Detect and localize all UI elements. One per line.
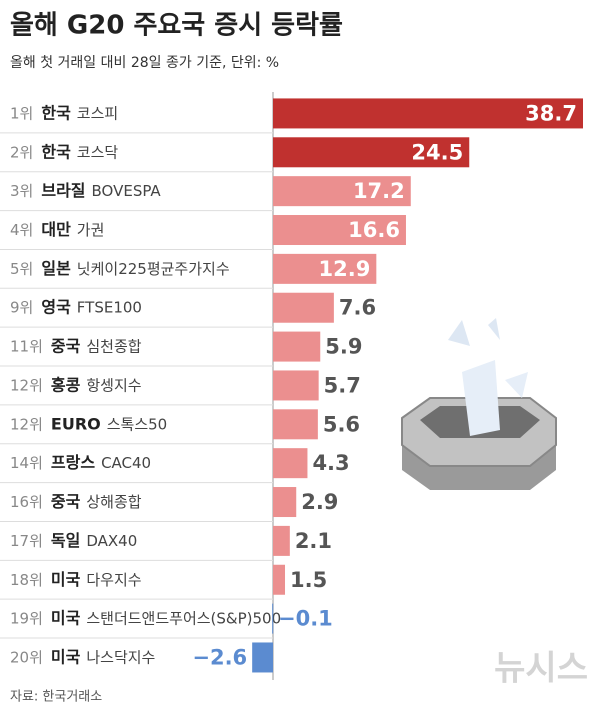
- rank: 16위: [10, 493, 43, 511]
- bar: [273, 487, 297, 518]
- rank: 12위: [10, 376, 43, 394]
- index-name: FTSE100: [77, 298, 142, 316]
- country: 대만: [41, 220, 71, 239]
- rank: 12위: [10, 415, 43, 433]
- illustration: [401, 318, 557, 490]
- chart-subtitle: 올해 첫 거래일 대비 28일 종가 기준, 단위: %: [10, 55, 279, 71]
- row-label: 11위 중국 심천종합: [10, 336, 142, 355]
- row-label: 9위 영국 FTSE100: [10, 297, 142, 316]
- country: 미국: [51, 569, 81, 588]
- index-name: BOVESPA: [92, 182, 162, 200]
- index-name: 닛케이225평균주가지수: [77, 259, 230, 277]
- rank: 11위: [10, 337, 43, 355]
- value-label: 2.1: [295, 529, 332, 553]
- index-name: 나스닥지수: [86, 648, 155, 666]
- value-label: 38.7: [525, 101, 577, 125]
- index-name: 항셍지수: [86, 376, 141, 394]
- country: 영국: [41, 297, 71, 316]
- row-label: 4위 대만 가권: [10, 220, 104, 239]
- country: EURO: [51, 414, 101, 433]
- index-name: 상해종합: [86, 493, 141, 511]
- bar: [252, 642, 273, 673]
- rank: 3위: [10, 182, 33, 200]
- row-label: 20위 미국 나스닥지수: [10, 647, 155, 666]
- index-name: 가권: [77, 221, 105, 239]
- bar: [273, 448, 308, 479]
- row-label: 12위 홍콩 항셍지수: [10, 375, 142, 394]
- bar: [273, 370, 319, 401]
- value-label: 5.9: [325, 335, 362, 359]
- country: 프랑스: [51, 453, 95, 472]
- value-label: 17.2: [353, 179, 405, 203]
- bar: [273, 331, 321, 362]
- value-label: 5.7: [324, 373, 361, 397]
- value-label: 1.5: [290, 568, 327, 592]
- index-name: 코스피: [77, 104, 118, 122]
- index-name: 코스닥: [77, 143, 119, 161]
- value-label: 7.6: [339, 296, 376, 320]
- row-label: 16위 중국 상해종합: [10, 492, 142, 511]
- value-label: −0.1: [278, 607, 333, 631]
- row-label: 12위 EURO 스톡스50: [10, 414, 167, 433]
- country: 미국: [51, 608, 81, 627]
- source: 자료: 한국거래소: [10, 690, 102, 705]
- bar: [273, 98, 583, 129]
- row-label: 19위 미국 스탠더드앤드푸어스(S&P)500: [10, 608, 281, 627]
- rank: 1위: [10, 104, 33, 122]
- bar: [273, 253, 377, 284]
- country: 일본: [41, 258, 71, 277]
- row-label: 1위 한국 코스피: [10, 103, 118, 122]
- country: 홍콩: [51, 375, 81, 394]
- value-label: 24.5: [411, 140, 463, 164]
- value-label: −2.6: [192, 645, 247, 669]
- country: 중국: [51, 492, 81, 511]
- index-name: 스탠더드앤드푸어스(S&P)500: [86, 609, 281, 627]
- rank: 17위: [10, 531, 43, 549]
- index-name: 심천종합: [86, 337, 141, 355]
- country: 독일: [51, 530, 80, 549]
- bar: [273, 137, 470, 168]
- value-label: 16.6: [348, 218, 400, 242]
- country: 미국: [51, 647, 81, 666]
- value-label: 12.9: [319, 257, 371, 281]
- rank: 18위: [10, 570, 43, 588]
- row-label: 3위 브라질 BOVESPA: [10, 181, 161, 200]
- row-label: 17위 독일 DAX40: [10, 530, 137, 549]
- rank: 19위: [10, 609, 43, 627]
- rank: 14위: [10, 454, 43, 472]
- row-label: 18위 미국 다우지수: [10, 569, 142, 588]
- bar: [273, 409, 318, 440]
- country: 중국: [51, 336, 81, 355]
- rank: 9위: [10, 298, 33, 316]
- value-label: 4.3: [312, 451, 349, 475]
- watermark: 뉴시스: [494, 649, 588, 689]
- rank: 5위: [10, 259, 33, 277]
- row-label: 2위 한국 코스닥: [10, 142, 118, 161]
- index-name: 스톡스50: [107, 415, 168, 433]
- bar: [272, 603, 274, 634]
- chart-title: 올해 G20 주요국 증시 등락률: [10, 11, 343, 41]
- row-label: 14위 프랑스 CAC40: [10, 453, 151, 472]
- bar: [273, 525, 290, 556]
- country: 한국: [41, 103, 71, 122]
- value-label: 5.6: [323, 412, 360, 436]
- rank: 4위: [10, 221, 33, 239]
- rank: 2위: [10, 143, 33, 161]
- rank: 20위: [10, 648, 43, 666]
- country: 한국: [41, 142, 71, 161]
- bar: [273, 292, 334, 323]
- bar: [273, 176, 411, 207]
- value-label: 2.9: [301, 490, 338, 514]
- bar: [273, 215, 406, 246]
- bar: [273, 564, 286, 595]
- index-name: DAX40: [86, 531, 137, 549]
- row-label: 5위 일본 닛케이225평균주가지수: [10, 258, 230, 277]
- index-name: CAC40: [101, 454, 151, 472]
- country: 브라질: [41, 181, 85, 200]
- index-name: 다우지수: [86, 570, 141, 588]
